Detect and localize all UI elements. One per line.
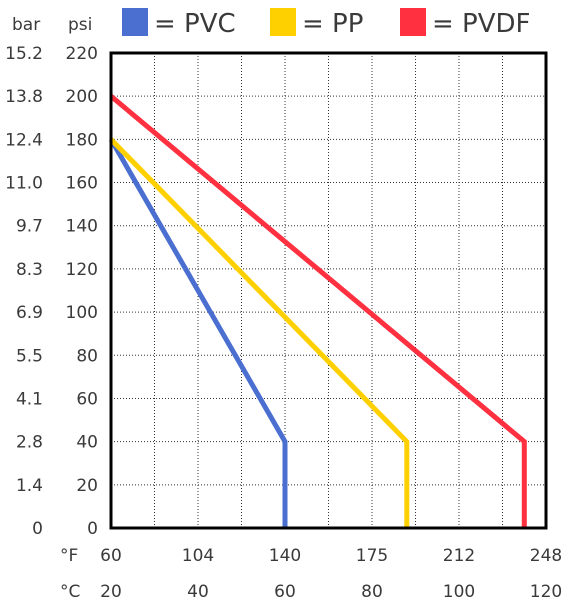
legend-swatch-pvc <box>122 8 148 36</box>
y-tick-psi: 120 <box>66 260 98 280</box>
y-tick-psi: 60 <box>76 389 98 409</box>
y-tick-psi: 180 <box>66 130 98 150</box>
y-tick-bar: 13.8 <box>5 87 43 107</box>
series-line-pvc <box>108 138 288 528</box>
y-tick-psi: 220 <box>66 44 98 64</box>
plot-frame <box>109 51 548 530</box>
y-tick-bar: 11.0 <box>5 174 43 194</box>
x-tick-fahrenheit: 104 <box>182 546 214 566</box>
x-tick-celsius: 100 <box>443 582 475 600</box>
y-tick-psi: 40 <box>76 433 98 453</box>
x-tick-celsius: 20 <box>100 582 122 600</box>
y-tick-bar: 5.5 <box>16 346 43 366</box>
legend-swatch-pvdf <box>400 8 426 36</box>
fahrenheit-unit-label: °F <box>60 546 78 566</box>
y-tick-bar: 8.3 <box>16 260 43 280</box>
y-tick-bar: 6.9 <box>16 303 43 323</box>
series-line-pvdf <box>109 94 527 528</box>
celsius-unit-label: °C <box>60 582 80 600</box>
y-tick-psi: 140 <box>66 217 98 237</box>
y-tick-bar: 2.8 <box>16 433 43 453</box>
x-tick-fahrenheit: 140 <box>269 546 301 566</box>
y-axis-ticks: 22020018016014012010080604020015.213.812… <box>5 44 98 539</box>
y-tick-bar: 15.2 <box>5 44 43 64</box>
psi-unit-label: psi <box>68 15 92 35</box>
legend-label-pvc: = PVC <box>154 9 236 39</box>
y-tick-psi: 160 <box>66 174 98 194</box>
bar-unit-label: bar <box>12 15 40 35</box>
y-tick-psi: 20 <box>76 476 98 496</box>
y-tick-psi: 100 <box>66 303 98 323</box>
x-tick-fahrenheit: 60 <box>100 546 122 566</box>
y-tick-psi: 0 <box>87 519 98 539</box>
x-tick-fahrenheit: 248 <box>530 546 562 566</box>
legend-label-pp: = PP <box>302 9 363 39</box>
y-tick-bar: 12.4 <box>5 130 43 150</box>
y-tick-bar: 9.7 <box>16 217 43 237</box>
y-tick-psi: 200 <box>66 87 98 107</box>
y-tick-psi: 80 <box>76 346 98 366</box>
x-tick-celsius: 80 <box>361 582 383 600</box>
y-tick-bar: 1.4 <box>16 476 43 496</box>
grid <box>111 53 546 528</box>
legend-label-pvdf: = PVDF <box>432 9 531 39</box>
x-tick-celsius: 60 <box>274 582 296 600</box>
x-tick-fahrenheit: 175 <box>356 546 388 566</box>
x-tick-celsius: 120 <box>530 582 562 600</box>
series-line-pp <box>109 137 410 528</box>
x-axis-ticks: °F °C 20 40 60 80 100 120 60 104 140 175 212 248 <box>60 546 562 600</box>
legend: bar psi = PVC = PP = PVDF <box>12 8 531 39</box>
series-layer <box>108 94 527 528</box>
legend-swatch-pp <box>270 8 296 36</box>
y-tick-bar: 4.1 <box>16 389 43 409</box>
x-tick-fahrenheit: 212 <box>443 546 475 566</box>
y-tick-bar: 0 <box>32 519 43 539</box>
x-tick-celsius: 40 <box>187 582 209 600</box>
